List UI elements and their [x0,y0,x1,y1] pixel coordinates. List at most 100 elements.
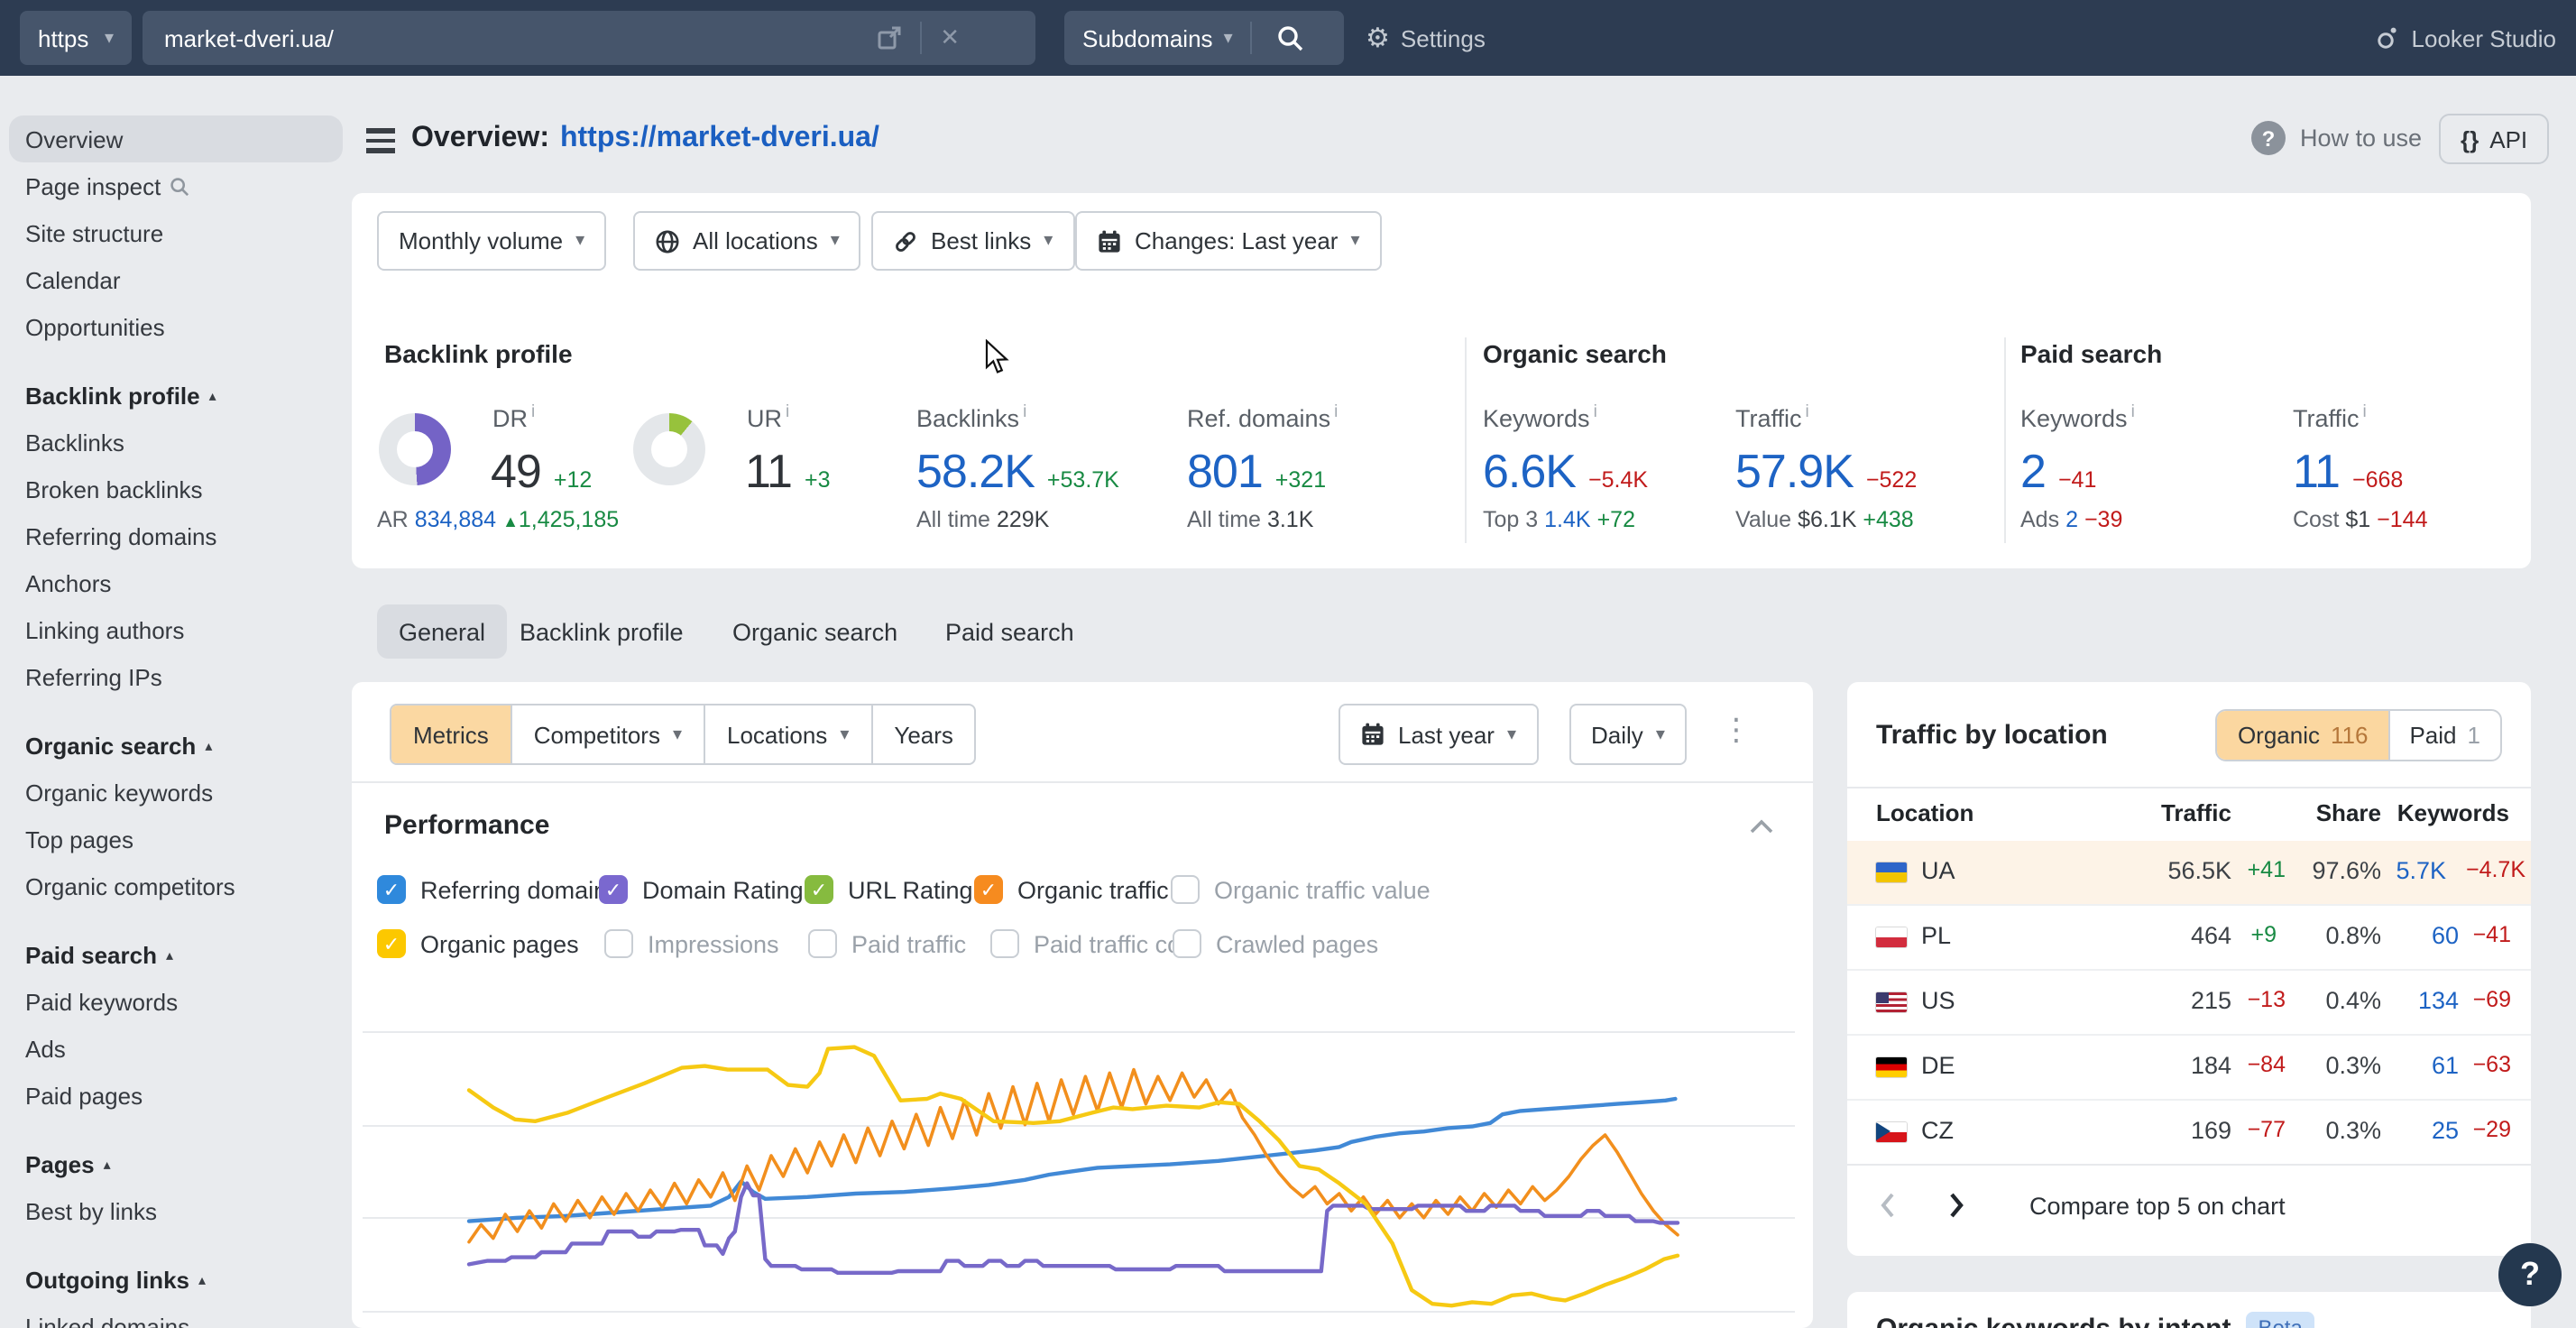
table-row-pl[interactable]: PL 464 +9 0.8% 60 −41 [1847,905,2531,968]
link-icon [896,231,915,251]
organic-search-heading: Organic search [1483,339,1667,368]
checkbox-organic-traffic-value[interactable]: Organic traffic value [1171,873,1431,906]
toggle-paid[interactable]: Paid 1 [2387,711,2500,760]
sidebar-item-referring-domains[interactable]: Referring domains [25,522,217,549]
sidebar-section-paid-search[interactable]: Paid search ▴ [25,941,174,968]
sidebar-item-linked-domains[interactable]: Linked domains [25,1313,190,1328]
table-row-cz[interactable]: CZ 169 −77 0.3% 25 −29 [1847,1100,2531,1163]
performance-line-chart[interactable] [352,974,1813,1328]
api-button[interactable]: {} API [2439,114,2550,164]
checkbox-organic-traffic[interactable]: Organic traffic [974,873,1169,906]
checkbox-icon [599,875,628,904]
tab-organic-search[interactable]: Organic search [732,618,898,645]
info-icon: i [1023,402,1027,422]
protocol-dropdown[interactable]: https ▾ [20,11,132,65]
column-location[interactable]: Location [1876,799,1974,826]
paid-traffic-value[interactable]: 11 −668 [2293,444,2404,498]
sidebar-item-ads[interactable]: Ads [25,1035,66,1062]
page-prev-button[interactable] [1880,1193,1896,1218]
all-locations-dropdown[interactable]: All locations ▾ [633,211,861,271]
sidebar-section-pages[interactable]: Pages ▴ [25,1150,111,1177]
sidebar-item-organic-keywords[interactable]: Organic keywords [25,779,214,806]
checkbox-domain-rating[interactable]: Domain Rating [599,873,804,906]
settings-button[interactable]: ⚙ Settings [1366,0,1486,76]
checkbox-referring-domains[interactable]: Referring domains [377,873,620,906]
table-row-ua[interactable]: UA 56.5K +41 97.6% 5.7K −4.7K [1847,841,2531,904]
target-url-input[interactable]: market-dveri.ua/ ✕ [143,11,1035,65]
segment-locations[interactable]: Locations ▾ [704,706,870,763]
page-next-button[interactable] [1948,1193,1964,1218]
segment-competitors[interactable]: Competitors ▾ [510,706,704,763]
subdomains-dropdown[interactable]: Subdomains ▾ [1064,11,1251,65]
sidebar-item-organic-competitors[interactable]: Organic competitors [25,872,235,899]
paid-keywords-value[interactable]: 2 −41 [2020,444,2097,498]
checkbox-organic-pages[interactable]: Organic pages [377,927,579,960]
chart-range-dropdown[interactable]: Last year ▾ [1339,704,1539,765]
backlinks-value[interactable]: 58.2K +53.7K [916,444,1119,498]
monthly-volume-dropdown[interactable]: Monthly volume ▾ [377,211,607,271]
table-row-de[interactable]: DE 184 −84 0.3% 61 −63 [1847,1035,2531,1098]
ur-donut-chart [633,413,705,485]
sidebar-item-opportunities[interactable]: Opportunities [25,313,165,340]
ar-value[interactable]: 834,884 [414,507,497,532]
checkbox-url-rating[interactable]: URL Rating [805,873,973,906]
gear-icon: ⚙ [1366,23,1390,54]
looker-studio-button[interactable]: Looker Studio [2376,0,2556,76]
column-share[interactable]: Share [2315,799,2381,826]
sidebar-item-paid-keywords[interactable]: Paid keywords [25,988,179,1015]
segment-years[interactable]: Years [870,706,975,763]
sidebar-item-best-by-links[interactable]: Best by links [25,1197,157,1224]
compare-top5-link[interactable]: Compare top 5 on chart [2029,1193,2286,1220]
summary-card: Monthly volume ▾ All locations ▾ Best link… [352,193,2531,568]
page-title-url-link[interactable]: https://market-dveri.ua/ [559,123,879,153]
divider [1250,22,1253,54]
tab-backlink-profile[interactable]: Backlink profile [520,618,684,645]
sidebar-item-broken-backlinks[interactable]: Broken backlinks [25,475,203,503]
checkbox-impressions[interactable]: Impressions [604,927,779,960]
toggle-organic[interactable]: Organic 116 [2217,711,2388,760]
sidebar-item-page-inspect[interactable]: Page inspect [0,162,352,209]
checkbox-paid-traffic[interactable]: Paid traffic [808,927,966,960]
organic-traffic-value[interactable]: 57.9K −522 [1735,444,1918,498]
chevron-left-icon [1881,1193,1894,1218]
how-to-use-button[interactable]: ? How to use [2251,121,2422,155]
changes-range-dropdown[interactable]: Changes: Last year ▾ [1075,211,1382,271]
sidebar-item-paid-pages[interactable]: Paid pages [25,1082,143,1109]
collapse-section-button[interactable] [1750,819,1773,834]
sidebar-item-site-structure[interactable]: Site structure [25,219,164,246]
ref-domains-alltime: All time 3.1K [1187,507,1314,532]
column-traffic[interactable]: Traffic [2160,799,2231,826]
sidebar-section-organic-search[interactable]: Organic search ▴ [25,732,213,759]
checkbox-crawled-pages[interactable]: Crawled pages [1173,927,1378,960]
traffic-by-location-heading: Traffic by location [1876,720,2108,751]
sidebar-item-top-pages[interactable]: Top pages [25,825,133,853]
chevron-down-icon: ▾ [840,724,850,744]
sidebar-item-overview[interactable]: Overview [9,115,343,162]
collapse-sidebar-button[interactable] [366,128,395,152]
sidebar-section-outgoing-links[interactable]: Outgoing links ▴ [25,1266,207,1293]
granularity-dropdown[interactable]: Daily ▾ [1569,704,1687,765]
ref-domains-value[interactable]: 801 +321 [1187,444,1327,498]
sidebar-item-anchors[interactable]: Anchors [25,569,112,596]
tab-general[interactable]: General [377,604,508,659]
sidebar-item-calendar[interactable]: Calendar [25,266,121,293]
sidebar-item-referring-ips[interactable]: Referring IPs [25,663,162,690]
help-fab-button[interactable]: ? [2498,1243,2562,1306]
checkbox-icon [1171,875,1200,904]
api-label: API [2489,125,2528,152]
best-links-dropdown[interactable]: Best links ▾ [871,211,1075,271]
sidebar-section-backlink-profile[interactable]: Backlink profile ▴ [25,382,216,409]
sidebar-item-backlinks[interactable]: Backlinks [25,429,124,456]
sidebar-item-linking-authors[interactable]: Linking authors [25,616,185,643]
checkbox-paid-traffic-cost[interactable]: Paid traffic cost [990,927,1200,960]
more-options-kebab-icon[interactable]: ⋮ [1721,713,1752,747]
table-row-us[interactable]: US 215 −13 0.4% 134 −69 [1847,970,2531,1033]
tab-paid-search[interactable]: Paid search [945,618,1074,645]
chevron-down-icon: ▾ [1655,724,1665,744]
column-keywords[interactable]: Keywords [2397,799,2509,826]
clear-url-icon[interactable]: ✕ [940,23,960,51]
segment-metrics[interactable]: Metrics [391,706,511,763]
search-button[interactable] [1253,11,1329,65]
organic-keywords-value[interactable]: 6.6K −5.4K [1483,444,1649,498]
open-external-icon[interactable] [877,25,902,51]
